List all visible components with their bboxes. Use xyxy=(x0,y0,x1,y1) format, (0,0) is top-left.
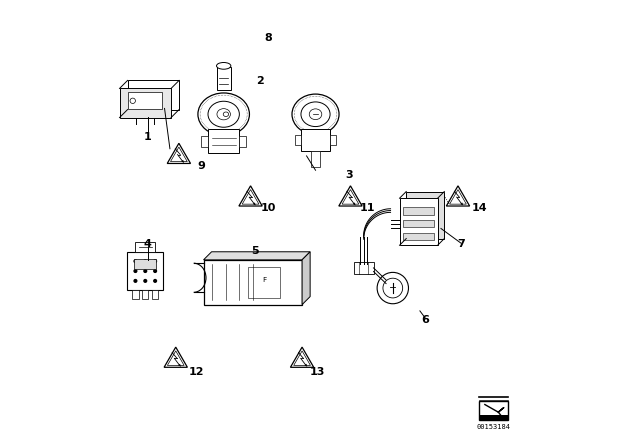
Polygon shape xyxy=(204,252,310,260)
Text: 2: 2 xyxy=(255,76,264,86)
Polygon shape xyxy=(399,198,438,246)
Text: 4: 4 xyxy=(143,239,152,249)
Bar xyxy=(202,136,208,147)
Circle shape xyxy=(154,270,157,272)
Text: 00153184: 00153184 xyxy=(477,424,511,430)
Text: 12: 12 xyxy=(189,367,205,377)
Ellipse shape xyxy=(217,109,230,120)
Polygon shape xyxy=(302,252,310,305)
Ellipse shape xyxy=(301,102,330,127)
Circle shape xyxy=(130,98,136,103)
Text: 9: 9 xyxy=(197,161,205,171)
Ellipse shape xyxy=(216,62,231,69)
Polygon shape xyxy=(129,92,162,109)
Bar xyxy=(152,290,158,299)
Circle shape xyxy=(144,270,147,272)
Circle shape xyxy=(383,278,403,298)
Text: F: F xyxy=(262,277,266,283)
Text: 6: 6 xyxy=(421,315,429,325)
Polygon shape xyxy=(406,192,444,238)
Bar xyxy=(135,242,156,252)
Bar xyxy=(204,260,302,305)
Circle shape xyxy=(144,280,147,282)
Bar xyxy=(403,220,434,227)
Bar xyxy=(330,135,336,145)
Bar xyxy=(479,415,508,420)
Polygon shape xyxy=(120,89,171,117)
Ellipse shape xyxy=(223,112,228,116)
Bar xyxy=(301,129,330,151)
Circle shape xyxy=(154,280,157,282)
Text: 14: 14 xyxy=(471,203,487,213)
Text: 8: 8 xyxy=(264,33,273,43)
Bar xyxy=(295,135,301,145)
Circle shape xyxy=(134,260,137,263)
Circle shape xyxy=(134,280,137,282)
Bar xyxy=(216,67,231,90)
Bar xyxy=(248,267,280,298)
Text: 11: 11 xyxy=(359,203,375,213)
Ellipse shape xyxy=(309,109,322,120)
Circle shape xyxy=(144,260,147,263)
Bar xyxy=(142,290,148,299)
Text: 10: 10 xyxy=(260,203,276,213)
Text: 3: 3 xyxy=(346,170,353,180)
Text: 1: 1 xyxy=(143,132,152,142)
Ellipse shape xyxy=(208,101,239,127)
Ellipse shape xyxy=(292,94,339,134)
Circle shape xyxy=(377,272,408,304)
Bar xyxy=(132,290,139,299)
Polygon shape xyxy=(127,81,179,109)
Bar xyxy=(479,401,508,420)
Bar xyxy=(403,233,434,240)
Bar xyxy=(239,136,246,147)
Bar xyxy=(311,151,320,167)
Text: 13: 13 xyxy=(310,367,326,377)
Text: 5: 5 xyxy=(252,246,259,256)
Bar xyxy=(134,259,157,269)
Circle shape xyxy=(134,270,137,272)
Bar xyxy=(127,252,163,290)
Circle shape xyxy=(154,260,157,263)
Bar xyxy=(354,262,374,274)
Text: 7: 7 xyxy=(457,239,465,249)
Bar xyxy=(403,207,434,215)
Bar xyxy=(208,129,239,153)
Ellipse shape xyxy=(198,93,250,135)
